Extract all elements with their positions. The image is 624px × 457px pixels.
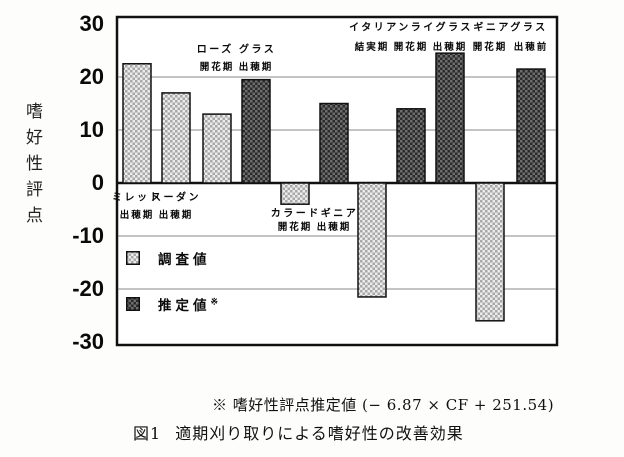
bar-stage-label: 出穂期	[158, 210, 194, 221]
bar-stage-label: 出穂期	[432, 42, 468, 53]
bar-estimate	[319, 102, 349, 184]
estimate-swatch-icon	[126, 297, 140, 311]
bar-survey	[161, 92, 191, 184]
bars	[122, 52, 546, 322]
bar-stage-label: 結実期	[354, 42, 390, 53]
figure-caption: 図1 適期刈り取りによる嗜好性の改善効果	[133, 420, 464, 444]
bar-survey	[475, 182, 505, 322]
y-axis-title: 嗜好性評点	[22, 102, 42, 232]
legend-item-survey: 調査値	[126, 250, 276, 267]
bar-survey	[357, 182, 387, 298]
bar-stage-label: 開花期	[199, 62, 235, 73]
bar-group-label: ギニアグラス	[473, 22, 548, 34]
bar-stage-label: 出穂期	[238, 62, 274, 73]
bar-group-label: ミレット	[112, 192, 162, 204]
bar-stage-label: 出穂期	[316, 222, 352, 233]
y-axis-tick-label: -20	[72, 276, 104, 301]
legend-label-survey: 調査値	[158, 252, 211, 267]
bar-estimate	[396, 108, 426, 184]
legend-label-estimate: 推定値※	[158, 296, 219, 314]
chart-legend: 調査値 推定値※	[126, 250, 276, 342]
bar-estimate	[516, 68, 546, 184]
bar-stage-label: 開花期	[393, 42, 429, 53]
bar-group-label: イタリアンライグラス	[349, 22, 473, 34]
y-axis-tick-label: -30	[72, 329, 104, 354]
figure-caption-text: 適期刈り取りによる嗜好性の改善効果	[175, 424, 464, 443]
legend-item-estimate: 推定値※	[126, 296, 276, 314]
bar-stage-label: 開花期	[277, 222, 313, 233]
y-axis-tick-label: 10	[79, 117, 104, 142]
bar-stage-label: 出穂期	[119, 210, 155, 221]
survey-swatch-icon	[126, 251, 140, 265]
bar-estimate	[435, 52, 465, 184]
y-axis-tick-label: -10	[72, 223, 104, 248]
bar-survey	[280, 182, 310, 205]
bar-stage-label: 出穂前	[513, 42, 549, 53]
bar-survey	[122, 63, 152, 184]
bar-survey	[202, 113, 232, 184]
figure-number: 図1	[133, 424, 162, 443]
bar-group-label: カラードギニア	[270, 208, 359, 220]
y-axis-tick-label: 0	[91, 170, 104, 195]
bar-stage-label: 開花期	[472, 42, 508, 53]
estimation-formula-footnote: ※ 嗜好性評点推定値 (− 6.87 × CF + 251.54)	[212, 396, 555, 414]
bar-group-label: スーダン	[151, 192, 201, 204]
y-axis-tick-label: 20	[79, 64, 104, 89]
bar-group-label: ローズ グラス	[196, 44, 277, 56]
y-axis-tick-label: 30	[79, 11, 104, 36]
bar-estimate	[241, 78, 271, 184]
